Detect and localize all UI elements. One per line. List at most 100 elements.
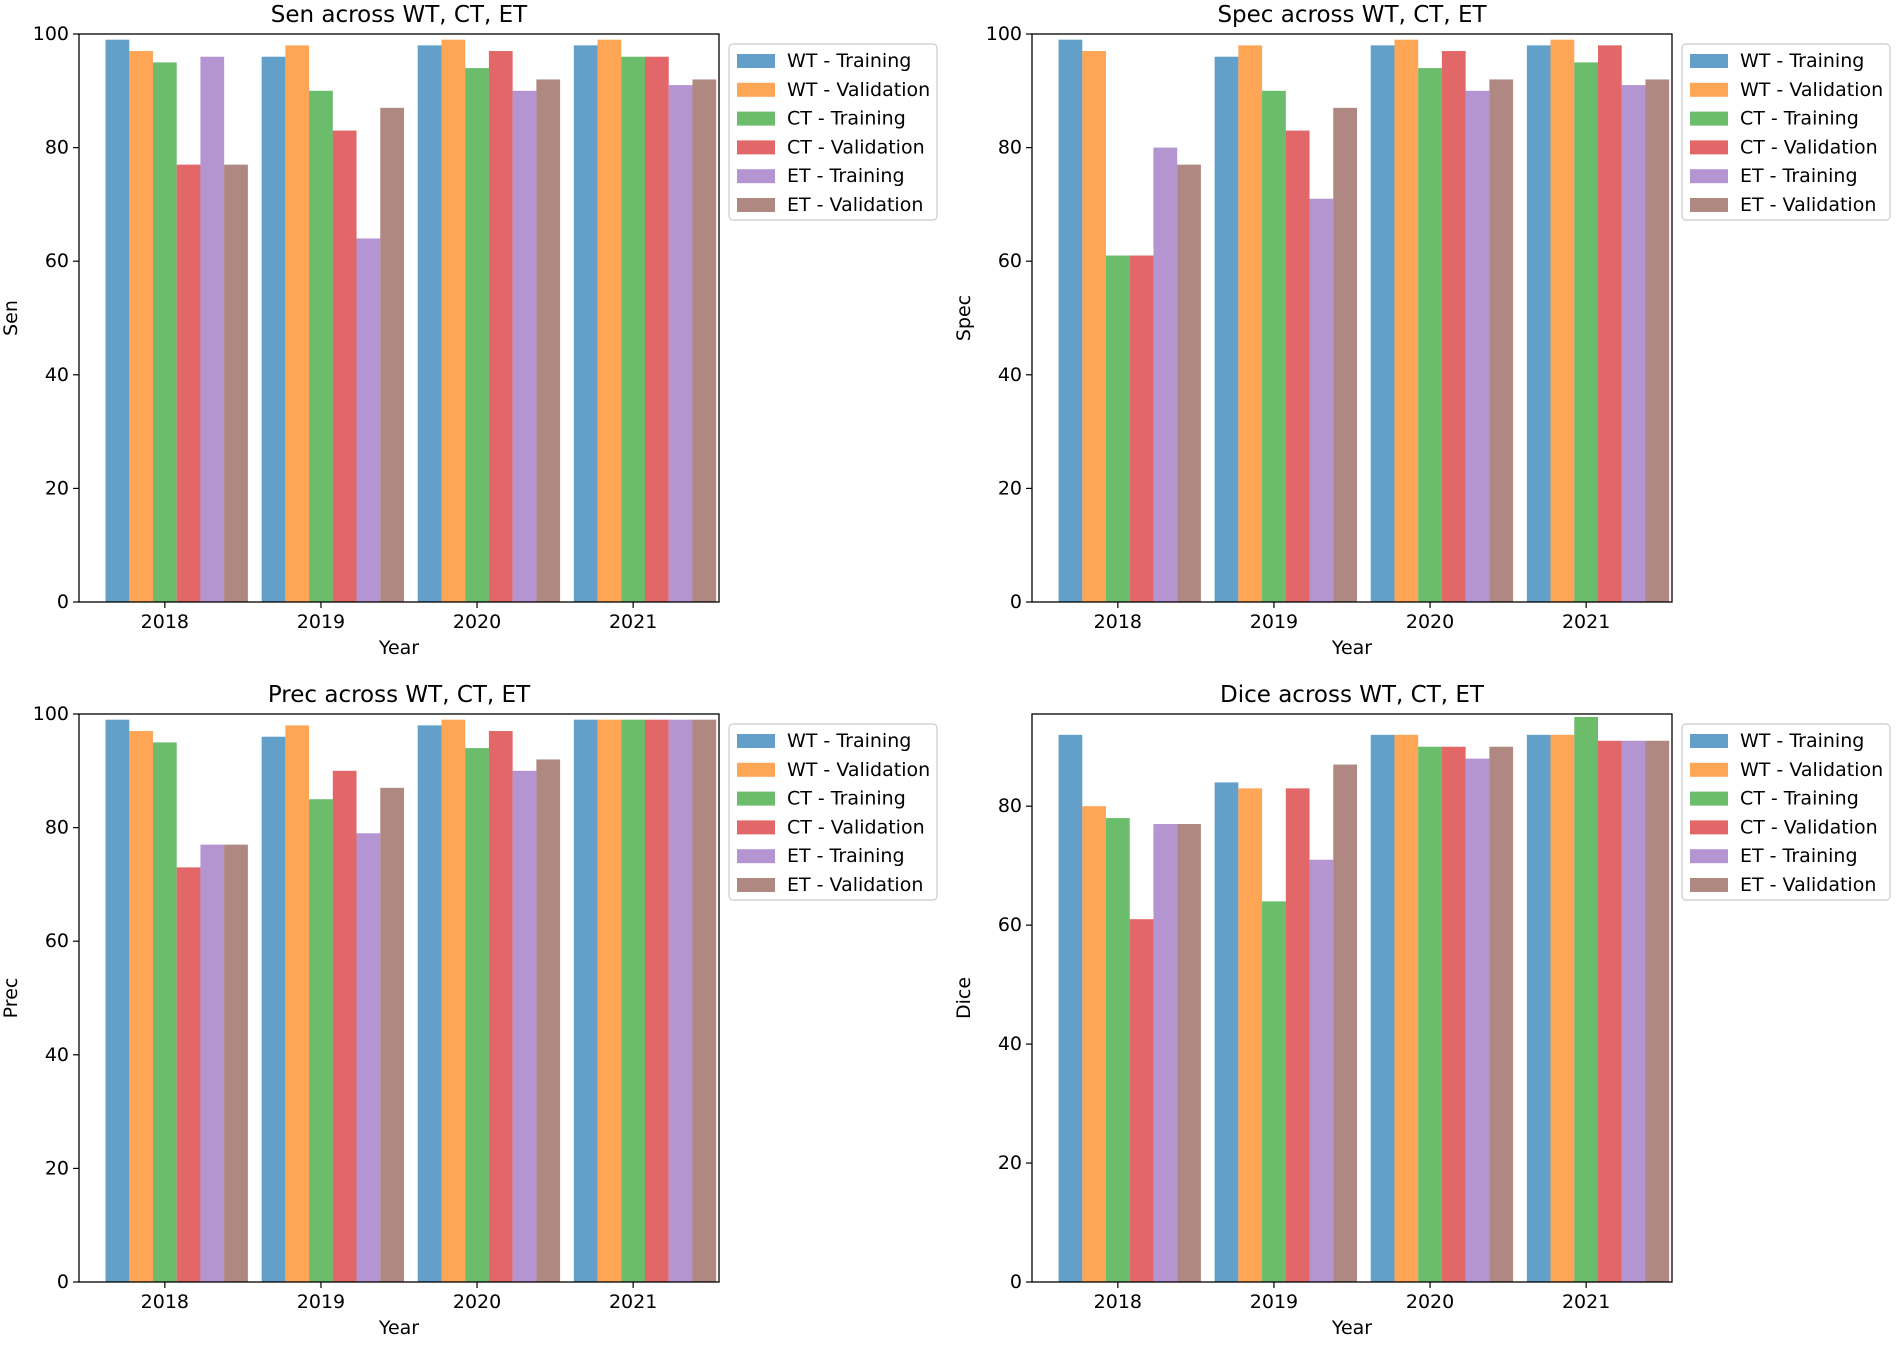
bar-wt-validation-2020 (1394, 734, 1419, 1282)
legend-label-wt-training: WT - Training (787, 730, 911, 752)
bar-wt-training-2021 (573, 719, 598, 1282)
legend-label-et-validation: ET - Validation (1740, 194, 1876, 216)
legend-label-ct-validation: CT - Validation (1740, 816, 1878, 838)
bar-ct-training-2019 (1262, 901, 1286, 1282)
axes-frame (1031, 713, 1673, 1283)
legend-swatch-ct-training (1690, 111, 1728, 126)
bar-ct-validation-2019 (1285, 130, 1310, 602)
chart-panel-dice: 0 20 40 60 80 2018 2019 2020 2021 Dice across WT,… (953, 682, 1891, 1339)
x-axis-label: Year (1331, 637, 1372, 659)
y-tick-label: 60 (45, 930, 69, 952)
x-tick-label: 2020 (453, 611, 501, 633)
chart-panel-prec: 0 20 40 60 80 100 2018 2019 2020 2021 Prec across … (0, 682, 938, 1339)
bar-ct-validation-2020 (1441, 746, 1466, 1282)
y-tick-label: 20 (998, 477, 1022, 499)
bar-et-training-2018 (200, 844, 225, 1282)
legend-label-et-training: ET - Training (1740, 845, 1858, 867)
legend-box (728, 43, 938, 221)
bar-et-training-2020 (1465, 758, 1490, 1282)
legend-label-ct-validation: CT - Validation (787, 816, 925, 838)
bar-et-training-2020 (1465, 90, 1490, 603)
x-tick-label: 2020 (453, 1291, 501, 1313)
y-tick-label: 80 (45, 817, 69, 839)
bar-ct-training-2021 (621, 56, 646, 603)
y-tick-label: 100 (33, 703, 69, 725)
bar-et-validation-2021 (692, 79, 717, 602)
y-tick-label: 40 (998, 1033, 1022, 1055)
y-tick-label: 100 (33, 23, 69, 45)
bar-ct-validation-2018 (176, 867, 201, 1282)
legend-label-ct-training: CT - Training (1740, 108, 1859, 130)
legend: WT - Training WT - Validation CT - Trainin… (728, 723, 938, 901)
legend-swatch-et-validation (737, 878, 775, 892)
y-tick-label: 60 (998, 250, 1022, 272)
x-tick-label: 2018 (141, 1291, 189, 1313)
axes-frame (1031, 33, 1673, 603)
x-tick-label: 2021 (609, 611, 657, 633)
bar-et-validation-2020 (1489, 79, 1514, 602)
bar-et-validation-2018 (1177, 824, 1201, 1282)
bar-et-validation-2019 (1333, 107, 1357, 602)
bar-ct-training-2020 (1418, 68, 1442, 602)
bar-et-training-2021 (1621, 85, 1646, 603)
legend-label-et-training: ET - Training (787, 165, 905, 187)
legend: WT - Training WT - Validation CT - Trainin… (1681, 43, 1891, 221)
y-tick-label: 40 (45, 364, 69, 386)
legend-label-wt-validation: WT - Validation (787, 759, 930, 781)
bar-wt-training-2020 (417, 725, 442, 1282)
bar-wt-training-2018 (1058, 39, 1083, 603)
legend-label-ct-training: CT - Training (1740, 788, 1859, 810)
legend-swatch-et-training (1690, 169, 1728, 184)
bar-ct-validation-2019 (332, 770, 357, 1282)
bar-ct-training-2020 (1418, 746, 1442, 1282)
legend-swatch-ct-validation (737, 140, 775, 155)
legend-swatch-et-training (737, 849, 775, 864)
bars (105, 39, 717, 603)
y-tick-label: 40 (45, 1044, 69, 1066)
legend-swatch-ct-validation (737, 820, 775, 835)
bar-wt-training-2019 (261, 736, 286, 1282)
bar-ct-validation-2018 (1129, 919, 1154, 1282)
y-tick-label: 80 (45, 137, 69, 159)
bar-wt-validation-2019 (285, 45, 310, 603)
bar-wt-validation-2020 (441, 719, 466, 1282)
bar-wt-validation-2021 (597, 39, 622, 603)
legend-swatch-et-validation (1690, 878, 1728, 892)
bar-et-training-2019 (356, 833, 381, 1282)
bar-et-validation-2019 (380, 787, 404, 1282)
bar-ct-training-2018 (1105, 255, 1130, 602)
bar-ct-training-2018 (1105, 818, 1130, 1282)
bar-wt-training-2021 (1526, 734, 1551, 1282)
bar-ct-validation-2020 (488, 51, 513, 603)
legend-swatch-wt-training (737, 54, 775, 68)
y-tick-label: 0 (57, 591, 69, 613)
legend: WT - Training WT - Validation CT - Trainin… (728, 43, 938, 221)
chart-title: Prec across WT, CT, ET (268, 682, 531, 708)
bar-wt-training-2019 (1214, 56, 1239, 603)
bar-et-validation-2020 (536, 79, 561, 602)
bar-ct-validation-2018 (176, 164, 201, 602)
legend-swatch-ct-validation (1690, 140, 1728, 155)
bar-ct-validation-2021 (1598, 45, 1622, 603)
legend-swatch-ct-training (1690, 791, 1728, 806)
bar-et-training-2018 (1153, 147, 1178, 602)
bar-et-training-2019 (1309, 198, 1334, 602)
chart-title: Sen across WT, CT, ET (271, 2, 528, 28)
chart-title: Spec across WT, CT, ET (1217, 2, 1487, 28)
bar-et-training-2021 (668, 85, 693, 603)
legend-swatch-wt-training (1690, 734, 1728, 748)
bar-ct-validation-2021 (1598, 740, 1622, 1282)
bar-wt-training-2019 (1214, 782, 1239, 1282)
x-tick-label: 2020 (1406, 1291, 1454, 1313)
legend-swatch-et-training (737, 169, 775, 184)
legend-label-et-training: ET - Training (1740, 165, 1858, 187)
legend-label-et-training: ET - Training (787, 845, 905, 867)
legend-label-ct-training: CT - Training (787, 108, 906, 130)
bar-et-training-2018 (1153, 824, 1178, 1282)
x-tick-label: 2018 (1094, 1291, 1142, 1313)
bar-ct-training-2020 (465, 748, 489, 1282)
legend-label-wt-validation: WT - Validation (1740, 759, 1883, 781)
y-tick-label: 0 (57, 1271, 69, 1293)
x-axis-label: Year (378, 637, 419, 659)
